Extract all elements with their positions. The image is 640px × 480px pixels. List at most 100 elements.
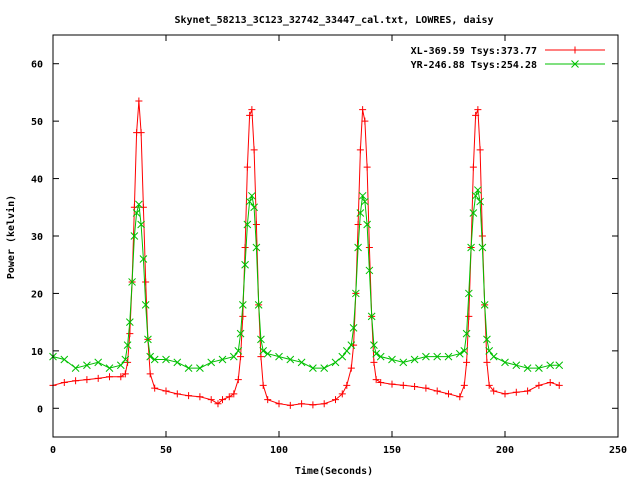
- data-point: [472, 111, 480, 119]
- legend-label: XL-369.59 Tsys:373.77: [411, 46, 537, 57]
- data-point: [309, 364, 317, 372]
- data-point: [456, 393, 464, 401]
- data-point: [83, 376, 91, 384]
- data-point: [367, 312, 376, 321]
- data-point: [535, 364, 543, 372]
- data-point: [151, 384, 159, 392]
- data-point: [237, 353, 245, 361]
- data-point: [363, 220, 371, 229]
- data-point: [555, 361, 564, 370]
- data-point: [422, 352, 430, 361]
- data-point: [116, 361, 125, 370]
- data-point: [463, 358, 471, 366]
- data-point: [399, 381, 407, 389]
- data-point: [229, 352, 238, 361]
- data-point: [257, 353, 265, 361]
- data-point: [320, 400, 328, 408]
- y-tick-label: 50: [31, 117, 43, 128]
- data-point: [135, 97, 143, 105]
- data-point: [501, 358, 509, 367]
- data-point: [332, 396, 339, 404]
- data-point: [239, 312, 247, 320]
- data-point: [254, 301, 263, 309]
- data-point: [162, 355, 170, 364]
- data-point: [121, 370, 129, 378]
- data-point: [347, 341, 356, 349]
- data-point: [230, 390, 238, 398]
- data-point: [264, 396, 272, 404]
- data-point: [361, 197, 369, 206]
- x-tick-label: 100: [270, 445, 288, 456]
- x-tick-label: 0: [50, 445, 56, 456]
- y-tick-label: 40: [31, 175, 43, 186]
- data-point: [411, 382, 419, 390]
- data-point: [117, 373, 125, 381]
- data-point: [125, 318, 134, 326]
- data-point: [535, 381, 543, 389]
- data-point: [359, 106, 367, 114]
- data-point: [347, 364, 355, 372]
- plot-frame: [52, 34, 619, 438]
- data-point: [354, 221, 362, 229]
- data-point: [146, 352, 155, 361]
- data-point: [245, 197, 254, 206]
- data-point: [225, 393, 233, 401]
- data-point: [467, 243, 475, 252]
- data-point: [474, 106, 482, 114]
- y-tick-label: 60: [31, 60, 43, 71]
- data-point: [433, 352, 442, 361]
- data-point: [263, 349, 272, 358]
- data-point: [444, 352, 453, 361]
- data-point: [512, 361, 521, 370]
- data-point: [275, 352, 283, 361]
- data-point: [137, 129, 145, 137]
- data-point: [365, 243, 373, 251]
- data-point: [123, 341, 132, 349]
- chart-title: Skynet_58213_3C123_32742_33447_cal.txt, …: [174, 14, 493, 26]
- legend-marker: [571, 60, 579, 68]
- data-point: [358, 191, 367, 200]
- data-point: [184, 364, 193, 372]
- data-point: [173, 390, 181, 398]
- data-point: [455, 349, 464, 358]
- data-point: [83, 361, 91, 370]
- x-tick-label: 50: [160, 445, 172, 456]
- data-point: [218, 355, 227, 364]
- data-point: [94, 358, 103, 367]
- data-point: [248, 106, 256, 114]
- x-axis-label: Time(Seconds): [295, 465, 373, 477]
- data-point: [464, 289, 473, 298]
- data-point: [146, 370, 154, 378]
- data-point: [298, 400, 306, 408]
- data-point: [422, 384, 430, 392]
- data-point: [460, 347, 469, 355]
- data-point: [471, 191, 480, 200]
- data-point: [252, 221, 260, 229]
- data-point: [257, 335, 265, 344]
- y-tick-label: 30: [31, 232, 43, 243]
- data-point: [286, 401, 294, 409]
- data-point: [320, 364, 329, 372]
- data-point: [370, 358, 378, 366]
- data-point: [377, 378, 385, 386]
- data-point: [410, 355, 419, 364]
- data-point: [354, 243, 362, 252]
- data-point: [469, 163, 477, 171]
- data-point: [243, 220, 252, 229]
- data-point: [474, 186, 482, 194]
- data-point: [469, 209, 478, 217]
- data-point: [376, 352, 385, 361]
- data-point: [207, 358, 216, 367]
- data-point: [71, 364, 80, 372]
- data-point: [372, 349, 381, 358]
- x-tick-label: 200: [496, 445, 514, 456]
- data-point: [196, 364, 204, 372]
- data-point: [478, 243, 487, 252]
- data-point: [214, 400, 222, 408]
- data-point: [338, 390, 346, 398]
- legend: XL-369.59 Tsys:373.77 YR-246.88 Tsys:254.…: [411, 46, 605, 71]
- data-point: [465, 312, 473, 320]
- data-point: [388, 380, 396, 388]
